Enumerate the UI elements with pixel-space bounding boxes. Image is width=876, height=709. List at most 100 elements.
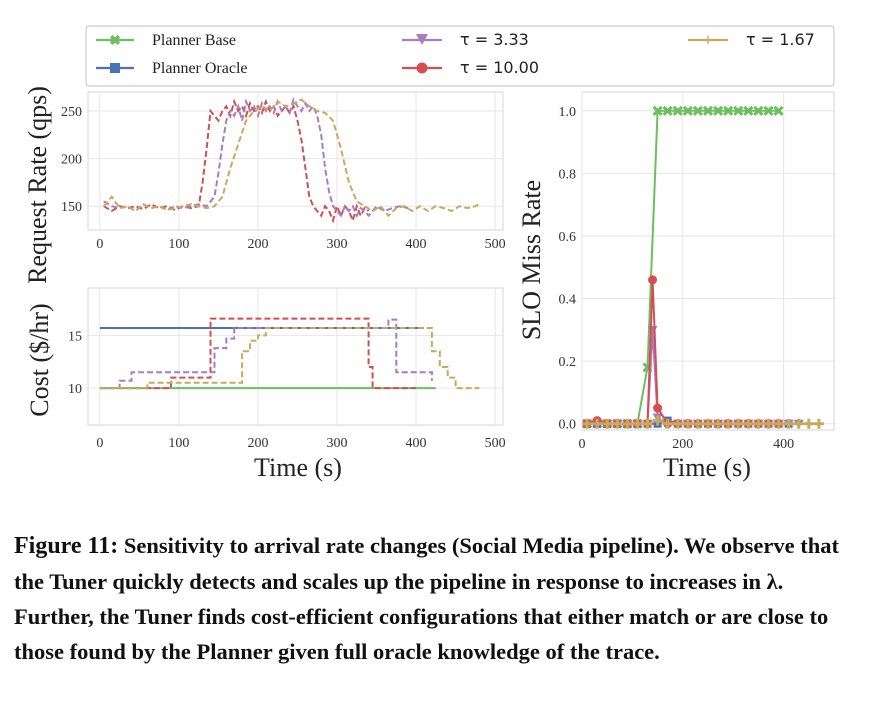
data-point xyxy=(783,418,794,429)
y-tick-label: 1.0 xyxy=(559,105,577,120)
data-point xyxy=(773,105,784,116)
y-tick-label: 15 xyxy=(68,329,82,344)
data-point xyxy=(813,418,824,429)
legend-item-planner-base: ✖ Planner Base xyxy=(96,32,236,49)
data-point xyxy=(582,418,593,429)
data-point xyxy=(743,418,754,429)
slo-ylabel: SLO Miss Rate xyxy=(517,180,546,340)
data-point xyxy=(743,105,754,116)
x-tick-label: 200 xyxy=(247,237,268,252)
data-point xyxy=(763,105,774,116)
cost-panel: 0 100 200 300 400 500 10 15 xyxy=(68,287,506,451)
plot-area xyxy=(581,91,835,431)
y-tick-label: 200 xyxy=(61,153,82,168)
request-rate-panel: 0 100 200 300 400 500 150 200 250 xyxy=(61,91,506,252)
legend-item-tau-10: τ = 10.00 xyxy=(402,58,539,77)
data-point xyxy=(652,415,663,426)
plus-marker-icon: + xyxy=(703,30,713,50)
data-point xyxy=(713,418,724,429)
caption-label: Figure 11: xyxy=(14,533,119,559)
y-tick-label: 0.8 xyxy=(559,167,577,182)
x-tick-label: 300 xyxy=(327,237,348,252)
data-point xyxy=(723,105,734,116)
data-point xyxy=(648,275,658,285)
slo-xlabel: Time (s) xyxy=(663,453,751,482)
legend-item-tau-1-67: + τ = 1.67 xyxy=(688,30,815,50)
triangle-down-marker-icon xyxy=(416,34,428,45)
data-point xyxy=(733,418,744,429)
x-tick-label: 0 xyxy=(96,436,103,451)
data-point xyxy=(682,105,693,116)
x-tick-label: 100 xyxy=(168,436,189,451)
data-point xyxy=(753,418,764,429)
legend: ✖ Planner Base Planner Oracle τ = 3.33 τ… xyxy=(85,25,835,87)
legend-box xyxy=(85,25,835,87)
data-point xyxy=(713,105,724,116)
legend-label: Planner Oracle xyxy=(152,60,248,77)
x-tick-label: 200 xyxy=(247,436,268,451)
series-line xyxy=(103,98,480,218)
cost-ylabel: Cost ($/hr) xyxy=(25,303,54,416)
x-tick-label: 0 xyxy=(96,237,103,252)
data-point xyxy=(672,105,683,116)
x-tick-label: 400 xyxy=(406,237,427,252)
data-point xyxy=(672,418,683,429)
x-tick-label: 0 xyxy=(579,437,586,452)
legend-label: τ = 10.00 xyxy=(460,58,539,77)
x-tick-label: 200 xyxy=(672,437,693,452)
data-point xyxy=(703,418,713,429)
data-point xyxy=(602,418,613,429)
data-point xyxy=(632,418,643,429)
x-tick-label: 400 xyxy=(406,436,427,451)
x-marker-icon: ✖ xyxy=(109,34,121,49)
series-line xyxy=(99,318,433,390)
request-rate-ylabel: Request Rate (qps) xyxy=(23,86,52,284)
data-point xyxy=(692,418,703,429)
y-tick-label: 0.6 xyxy=(559,230,577,245)
data-point xyxy=(652,105,663,116)
figure-11-chart: ✖ Planner Base Planner Oracle τ = 3.33 τ… xyxy=(23,25,835,482)
data-point xyxy=(662,418,673,429)
data-point xyxy=(653,403,663,413)
data-point xyxy=(763,418,774,429)
data-point xyxy=(803,418,814,429)
caption-text: Sensitivity to arrival rate changes (Soc… xyxy=(14,533,839,664)
y-tick-label: 0.0 xyxy=(559,418,577,433)
data-point xyxy=(662,105,673,116)
data-point xyxy=(702,105,714,116)
y-tick-label: 0.4 xyxy=(559,293,577,308)
data-point xyxy=(773,418,784,429)
data-point xyxy=(723,418,734,429)
figure-caption: Figure 11: Sensitivity to arrival rate c… xyxy=(14,528,864,669)
circle-marker-icon xyxy=(416,62,428,74)
y-tick-label: 150 xyxy=(61,200,82,215)
data-point xyxy=(642,418,653,429)
data-point xyxy=(692,105,703,116)
data-point xyxy=(733,105,744,116)
x-tick-label: 300 xyxy=(327,436,348,451)
data-point xyxy=(793,418,804,429)
slo-miss-rate-panel: 0 200 400 0.0 0.2 0.4 0.6 0.8 1.0 xyxy=(559,91,835,452)
legend-label: τ = 1.67 xyxy=(746,30,815,49)
data-point xyxy=(592,418,603,429)
x-tick-label: 500 xyxy=(485,436,506,451)
legend-item-tau-3-33: τ = 3.33 xyxy=(402,30,529,49)
plot-area xyxy=(87,287,504,426)
series-line xyxy=(103,98,370,224)
x-tick-label: 500 xyxy=(485,237,506,252)
data-point xyxy=(682,418,693,429)
square-marker-icon xyxy=(110,63,120,73)
data-point xyxy=(753,105,764,116)
y-tick-label: 0.2 xyxy=(559,355,577,370)
legend-item-planner-oracle: Planner Oracle xyxy=(96,60,248,77)
y-tick-label: 250 xyxy=(61,105,82,120)
y-tick-label: 10 xyxy=(68,382,82,397)
legend-label: τ = 3.33 xyxy=(460,30,529,49)
legend-label: Planner Base xyxy=(152,32,236,49)
data-point xyxy=(612,418,623,429)
cost-xlabel: Time (s) xyxy=(254,453,342,482)
x-tick-label: 400 xyxy=(773,437,794,452)
series-line xyxy=(99,327,480,390)
x-tick-label: 100 xyxy=(168,237,189,252)
data-point xyxy=(622,418,633,429)
